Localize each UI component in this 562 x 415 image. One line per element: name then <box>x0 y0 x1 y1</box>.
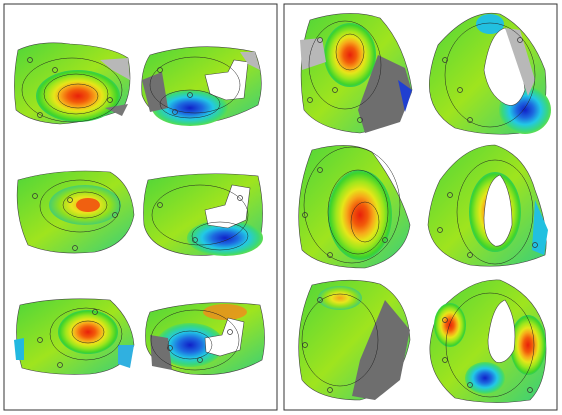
map <box>427 144 548 267</box>
map <box>16 170 135 254</box>
electrode-markers <box>27 37 538 393</box>
map <box>298 145 411 269</box>
map <box>14 42 131 125</box>
map <box>141 46 262 126</box>
map <box>14 298 135 375</box>
map <box>298 279 411 401</box>
map <box>429 279 547 403</box>
map <box>300 13 413 134</box>
map <box>145 302 265 375</box>
map <box>429 12 551 135</box>
map <box>143 173 263 256</box>
